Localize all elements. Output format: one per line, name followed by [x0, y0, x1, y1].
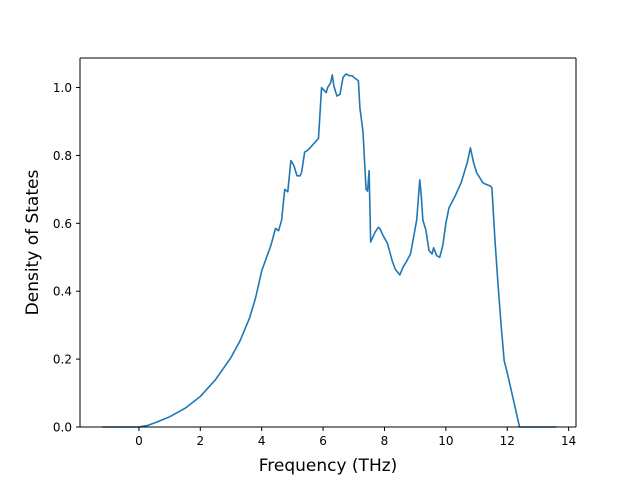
x-axis-label: Frequency (THz) — [259, 456, 398, 476]
x-tick-label: 8 — [381, 434, 389, 448]
y-tick-label: 0.8 — [53, 149, 72, 163]
plot-frame — [79, 57, 577, 428]
y-tick-label: 0.6 — [53, 217, 72, 231]
y-tick-label: 0.4 — [53, 285, 72, 299]
x-tick-label: 6 — [319, 434, 327, 448]
series-layer — [102, 73, 557, 428]
x-tick-label: 4 — [258, 434, 266, 448]
x-tick-label: 2 — [196, 434, 204, 448]
y-axis-ticks: 0.0 0.2 0.4 0.6 0.8 1.0 — [53, 81, 80, 435]
y-tick-label: 0.2 — [53, 353, 72, 367]
y-tick-label: 1.0 — [53, 81, 72, 95]
y-axis-label: Density of States — [23, 170, 43, 316]
x-tick-label: 0 — [135, 434, 143, 448]
x-tick-label: 14 — [561, 434, 576, 448]
y-tick-label: 0.0 — [53, 421, 72, 435]
x-axis-ticks: 0 2 4 6 8 10 12 14 — [135, 427, 576, 448]
series-line-0 — [102, 73, 557, 428]
plot-area — [80, 58, 576, 427]
x-tick-label: 12 — [500, 434, 515, 448]
x-tick-label: 10 — [438, 434, 453, 448]
